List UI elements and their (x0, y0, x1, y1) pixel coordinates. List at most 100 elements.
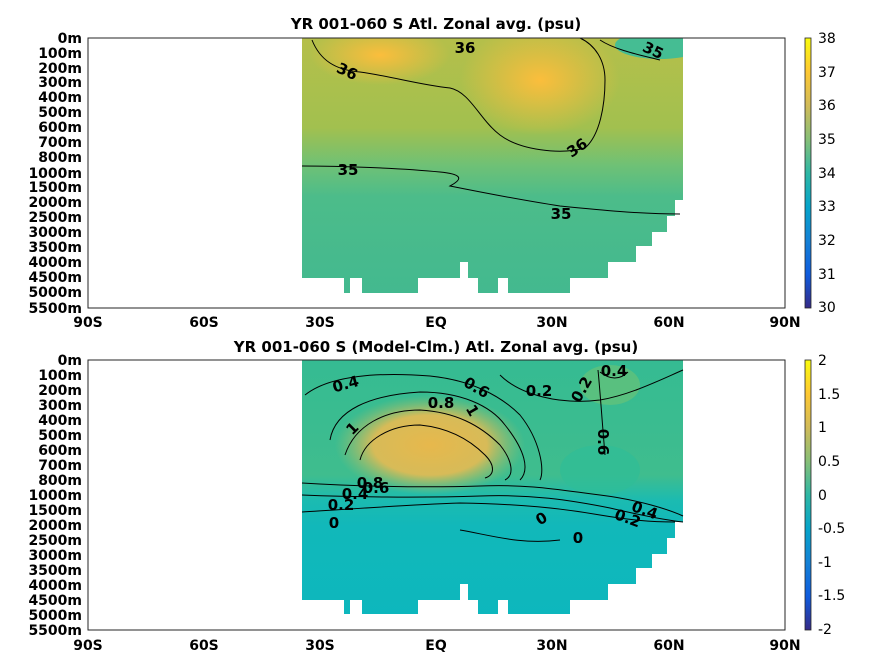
y-tick-label: 2000m (28, 195, 82, 211)
y-tick-label: 1000m (28, 488, 82, 504)
x-tick-label: 30S (305, 315, 335, 331)
y-tick-label: 1000m (28, 166, 82, 182)
x-tick-label: 60S (189, 638, 219, 654)
colorbar-tick-label: 2 (818, 353, 827, 369)
contour-0 (301, 502, 676, 523)
panel-1-title: YR 001-060 S Atl. Zonal avg. (psu) (290, 15, 582, 33)
contour-label: 0.8 (428, 394, 455, 412)
contour-0.6-north (597, 369, 606, 456)
colorbar-ramp (804, 359, 812, 631)
colorbar-tick-label: -1.5 (818, 588, 845, 604)
y-tick-label: 2000m (28, 518, 82, 534)
y-tick-label: 3500m (28, 240, 82, 256)
y-tick-label: 300m (38, 75, 82, 91)
x-tick-label: 30N (536, 638, 567, 654)
contour-1 (359, 424, 493, 479)
y-tick-label: 500m (38, 105, 82, 121)
colorbar-tick-label: 32 (818, 233, 836, 249)
contour-0.2 (499, 369, 684, 402)
contour-label: 0.4 (342, 485, 369, 503)
y-tick-label: 200m (38, 383, 82, 399)
colorbar-tick-label: 31 (818, 267, 836, 283)
contour-label: 0.6 (363, 479, 390, 497)
contour-0.4-north (599, 371, 629, 379)
colorbar-tick-label: 30 (818, 300, 836, 316)
panel-2-title: YR 001-060 S (Model-Clm.) Atl. Zonal avg… (233, 338, 638, 356)
contour-label: 0 (329, 514, 339, 532)
y-tick-label: 1500m (28, 180, 82, 196)
colorbar-tick-label: -1 (818, 555, 832, 571)
y-tick-label: 600m (38, 120, 82, 136)
colorbar-tick-label: 33 (818, 199, 836, 215)
panel-2-axes-box (87, 359, 786, 631)
y-tick-label: 5500m (28, 623, 82, 639)
contour-label: 0.2 (526, 382, 553, 400)
panel-2: YR 001-060 S (Model-Clm.) Atl. Zonal avg… (28, 338, 845, 654)
x-tick-label: EQ (425, 638, 447, 654)
y-tick-label: 400m (38, 413, 82, 429)
y-tick-label: 100m (38, 46, 82, 62)
contour-label: 35 (338, 161, 359, 179)
panel-1-field (302, 38, 683, 293)
colorbar-tick-label: 0.5 (818, 454, 840, 470)
x-tick-label: 30N (536, 315, 567, 331)
y-tick-label: 0m (58, 353, 82, 369)
contour-0.4 (304, 373, 543, 481)
panel-2-x-ticks: 90S 60S 30S EQ 30N 60N 90N (73, 638, 800, 654)
y-tick-label: 0m (58, 31, 82, 47)
panel-1-axes-box (87, 37, 786, 309)
contour-0.2-deep (301, 494, 684, 523)
y-tick-label: 3500m (28, 563, 82, 579)
y-tick-label: 4000m (28, 578, 82, 594)
x-tick-label: EQ (425, 315, 447, 331)
y-tick-label: 600m (38, 443, 82, 459)
colorbar-tick-label: 37 (818, 65, 836, 81)
y-tick-label: 5000m (28, 608, 82, 624)
y-tick-label: 400m (38, 90, 82, 106)
panel-1-x-ticks: 90S 60S 30S EQ 30N 60N 90N (73, 315, 800, 331)
contour-35-deep (301, 165, 681, 215)
x-tick-label: 90N (769, 638, 800, 654)
x-tick-label: 30S (305, 638, 335, 654)
y-tick-label: 5000m (28, 285, 82, 301)
y-tick-label: 5500m (28, 301, 82, 317)
contour-label: 0.8 (357, 474, 384, 492)
contour-0-b (459, 529, 561, 542)
y-tick-label: 700m (38, 458, 82, 474)
contour-label: 36 (455, 39, 476, 57)
x-tick-label: 90N (769, 315, 800, 331)
colorbar-tick-label: -2 (818, 622, 832, 638)
panel-1-contours (301, 37, 681, 215)
panel-2-colorbar: 2 1.5 1 0.5 0 -0.5 -1 -1.5 -2 (804, 353, 845, 638)
x-tick-label: 60N (653, 638, 684, 654)
x-tick-label: 60N (653, 315, 684, 331)
y-tick-label: 4500m (28, 593, 82, 609)
panel-1: YR 001-060 S Atl. Zonal avg. (psu) 36 35… (28, 15, 835, 331)
y-tick-label: 2500m (28, 210, 82, 226)
x-tick-label: 90S (73, 638, 103, 654)
contour-label: 0.2 (328, 496, 355, 514)
colorbar-tick-label: 0 (818, 488, 827, 504)
y-tick-label: 800m (38, 150, 82, 166)
y-tick-label: 1500m (28, 503, 82, 519)
colorbar-tick-label: 1 (818, 420, 827, 436)
panel-1-colorbar: 30 31 32 33 34 35 36 37 38 (804, 31, 836, 316)
contour-0.4-deep (301, 482, 684, 517)
contour-0.6 (329, 391, 526, 481)
colorbar-tick-label: -0.5 (818, 521, 845, 537)
y-tick-label: 800m (38, 473, 82, 489)
panel-2-contours (301, 369, 684, 542)
colorbar-ramp (804, 37, 812, 309)
y-tick-label: 2500m (28, 533, 82, 549)
y-tick-label: 500m (38, 428, 82, 444)
y-tick-label: 4500m (28, 270, 82, 286)
contour-label: 35 (551, 205, 572, 223)
x-tick-label: 60S (189, 315, 219, 331)
colorbar-tick-label: 34 (818, 166, 836, 182)
y-tick-label: 300m (38, 398, 82, 414)
colorbar-tick-label: 38 (818, 31, 836, 47)
colorbar-tick-label: 35 (818, 132, 836, 148)
x-tick-label: 90S (73, 315, 103, 331)
y-tick-label: 3000m (28, 225, 82, 241)
panel-1-y-ticks: 0m 100m 200m 300m 400m 500m 600m 700m 80… (28, 31, 82, 317)
